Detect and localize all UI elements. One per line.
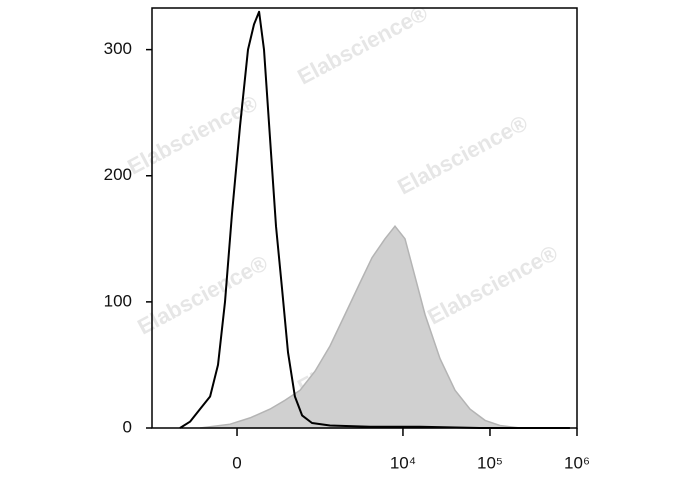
x-tick-label: 10⁴ [390,453,416,472]
y-tick-label: 300 [104,39,132,58]
watermark: Elabscience® [133,250,271,339]
x-tick-label: 10⁶ [564,453,590,472]
y-tick-label: 200 [104,165,132,184]
plot-area [179,10,570,429]
histogram-line [179,10,570,429]
y-tick-label: 0 [123,417,132,436]
watermark: Elabscience® [423,240,561,329]
plot-frame [151,7,578,429]
x-tick-label: 0 [232,453,241,472]
watermark: Elabscience® [393,110,531,199]
histogram-area [199,224,521,429]
watermark: Elabscience® [293,0,431,89]
watermark: Elabscience® [123,90,261,179]
y-tick-label: 100 [104,291,132,310]
x-tick-label: 10⁵ [477,453,503,472]
